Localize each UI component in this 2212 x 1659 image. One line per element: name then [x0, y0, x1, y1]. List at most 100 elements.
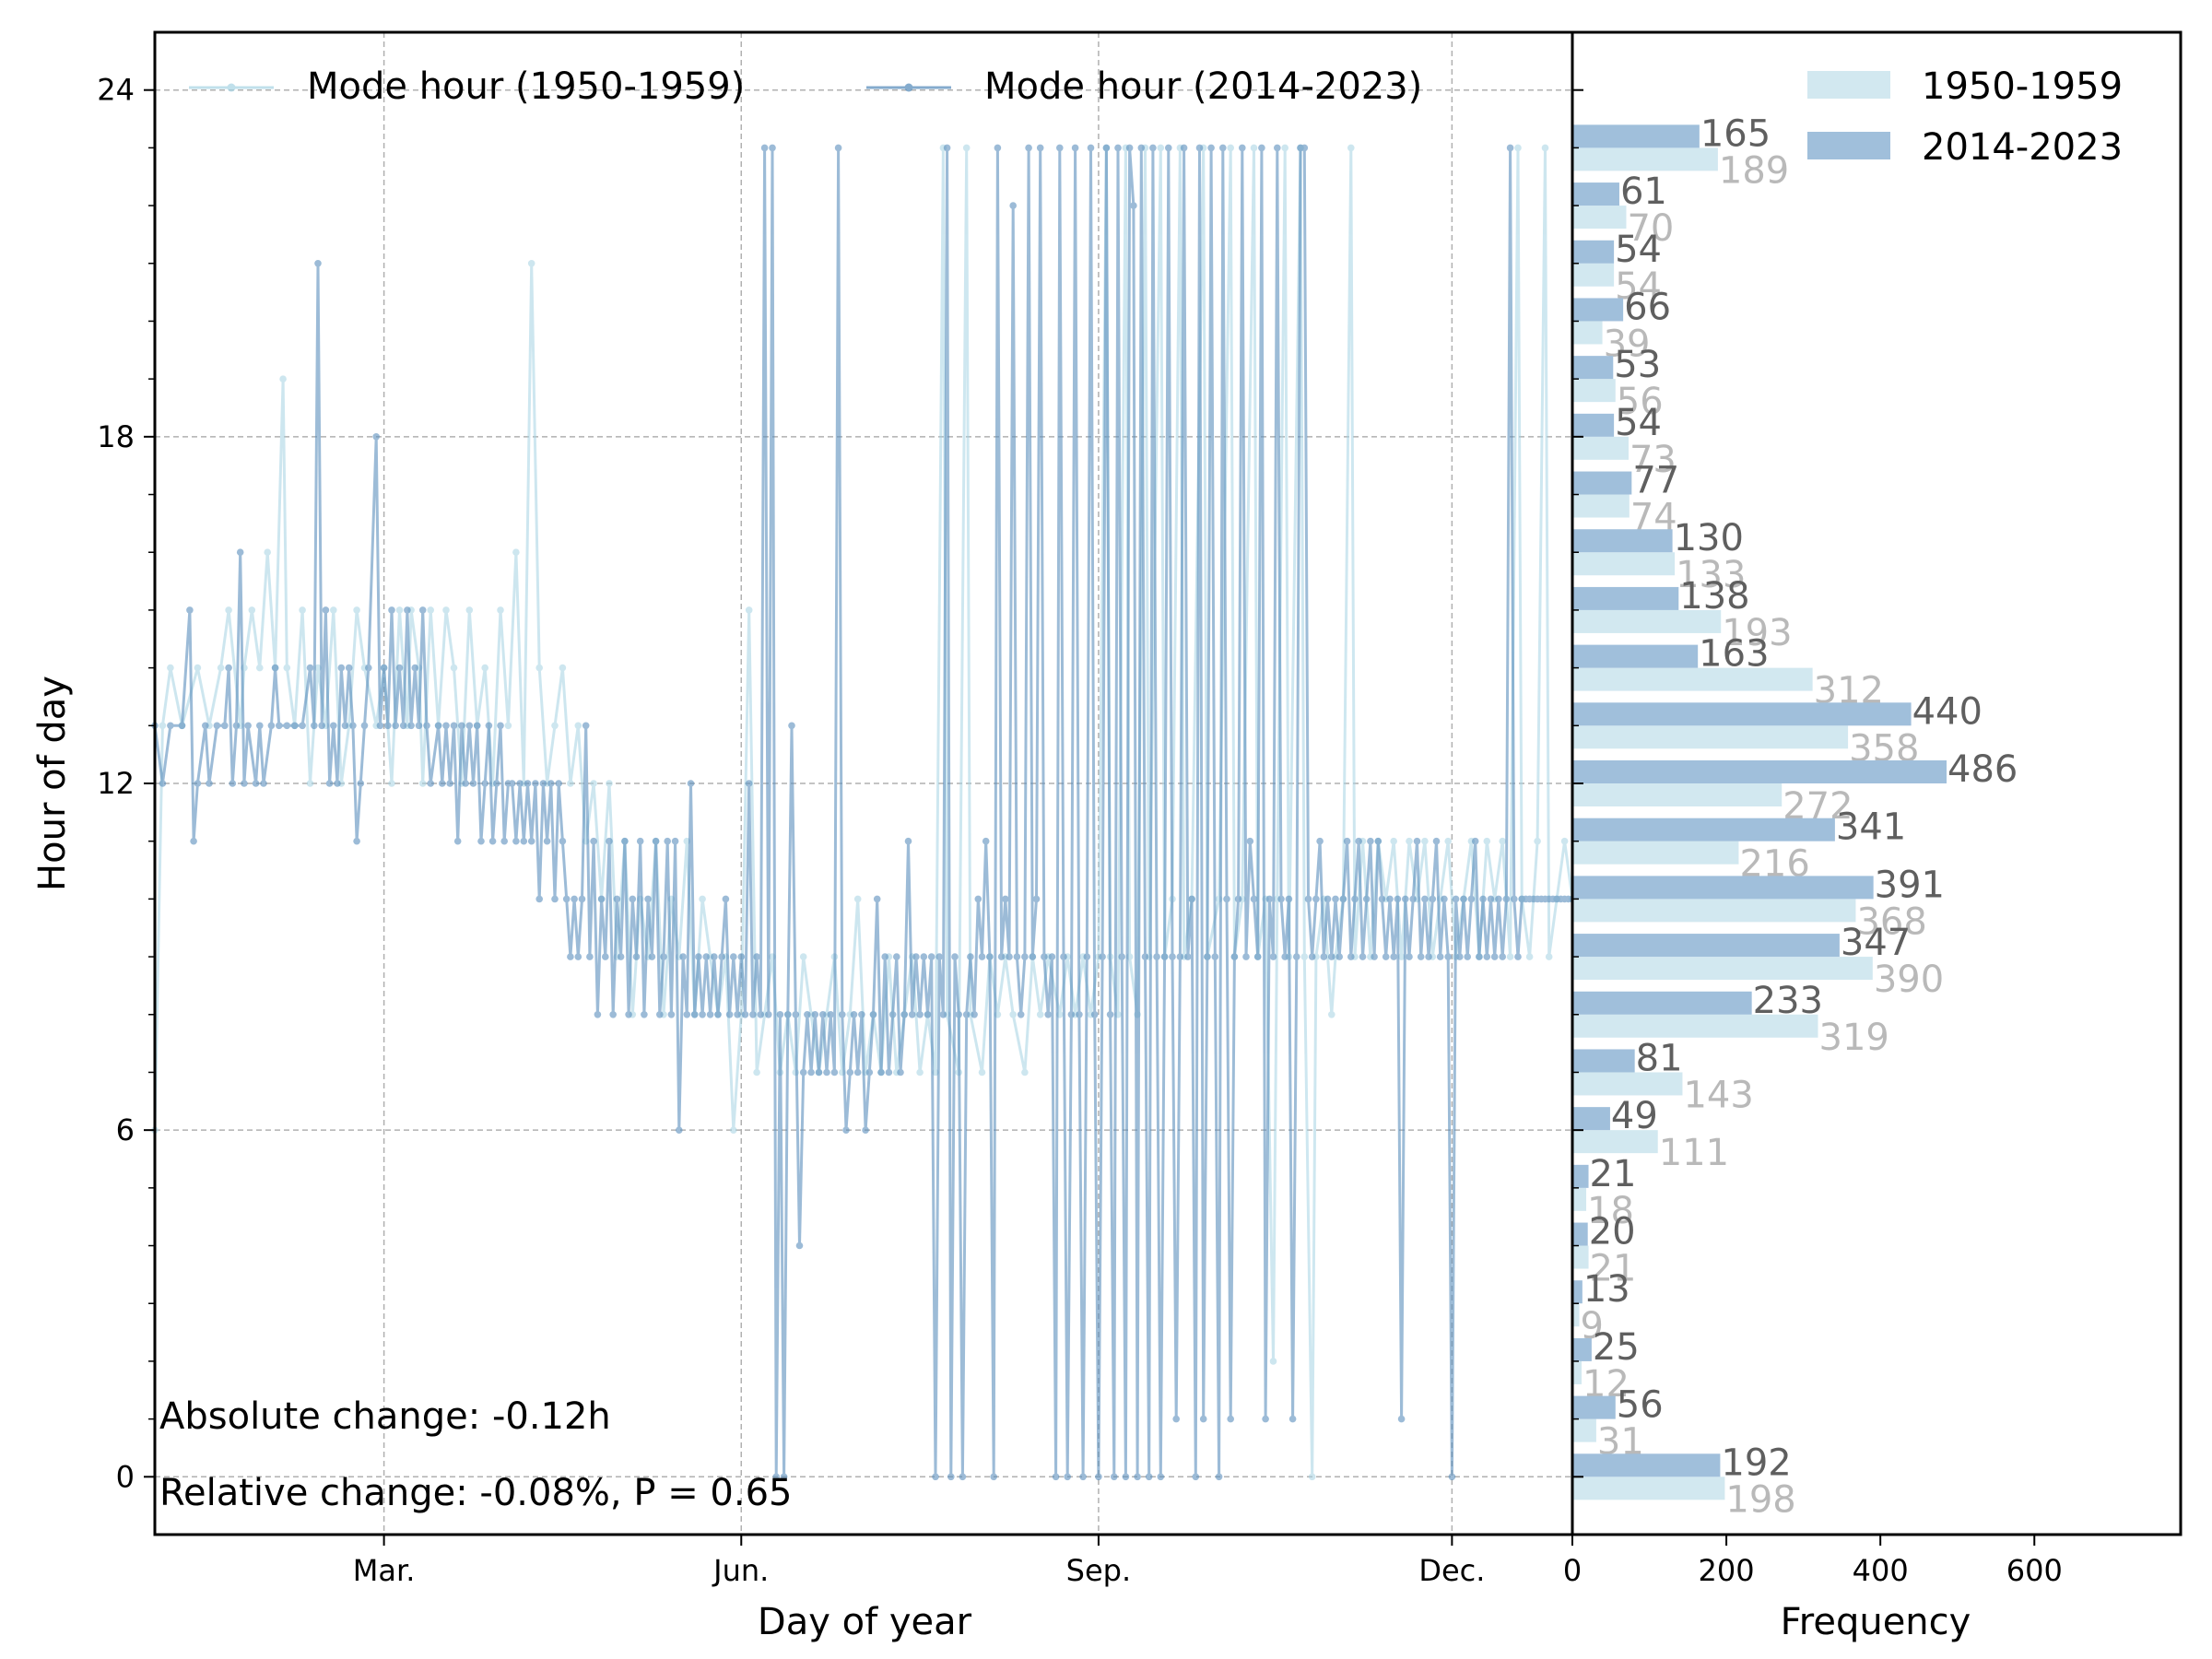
- data-point: [656, 1011, 664, 1018]
- data-point: [667, 1011, 676, 1018]
- bar-value-label-1950-1959: 133: [1676, 554, 1746, 596]
- bar-1950-1959: [1572, 1187, 1587, 1211]
- bar-1950-1959: [1572, 609, 1722, 633]
- data-point: [353, 606, 360, 614]
- data-point: [1534, 837, 1541, 845]
- data-point: [811, 1011, 819, 1018]
- data-point: [252, 780, 260, 787]
- data-point: [1444, 837, 1452, 845]
- bar-value-label-1950-1959: 368: [1856, 900, 1926, 943]
- data-point: [462, 780, 469, 787]
- data-point: [512, 548, 520, 556]
- bar-value-label-2014-2023: 20: [1589, 1211, 1636, 1253]
- bar-1950-1959: [1572, 725, 1849, 749]
- data-point: [1029, 953, 1037, 960]
- data-point: [1320, 953, 1328, 960]
- data-point: [1378, 895, 1386, 903]
- data-point: [1060, 953, 1067, 960]
- bar-2014-2023: [1572, 1049, 1635, 1073]
- bar-2014-2023: [1572, 934, 1840, 958]
- data-point: [186, 606, 194, 614]
- data-point: [1071, 144, 1079, 152]
- data-point: [1262, 1415, 1269, 1423]
- data-point: [602, 953, 609, 960]
- data-point: [990, 1473, 997, 1481]
- data-point: [1339, 895, 1347, 903]
- data-point: [418, 606, 427, 614]
- data-point: [815, 1068, 823, 1077]
- data-point: [1281, 953, 1288, 960]
- data-point: [527, 260, 535, 267]
- data-point: [679, 953, 687, 960]
- data-point: [1067, 1011, 1076, 1018]
- data-point: [524, 780, 532, 787]
- bar-value-label-1950-1959: 193: [1722, 612, 1792, 654]
- bar-2014-2023: [1572, 124, 1700, 148]
- data-point: [1436, 953, 1444, 960]
- data-point: [1253, 953, 1262, 960]
- line-chart-axes: Mar. Jun. Sep. Dec. 0 6 12 18 24: [97, 73, 1485, 1588]
- data-point: [547, 780, 555, 787]
- data-point: [551, 895, 559, 903]
- data-point: [1274, 144, 1281, 152]
- data-point: [939, 1011, 947, 1018]
- data-point: [1036, 1011, 1044, 1018]
- data-point: [1281, 144, 1288, 152]
- data-point: [1044, 1011, 1052, 1018]
- data-point: [1118, 953, 1125, 960]
- data-point: [1499, 953, 1506, 960]
- bar-x-tick-label: 200: [1699, 1553, 1755, 1588]
- data-point: [869, 1011, 877, 1018]
- data-point: [955, 1011, 962, 1018]
- bar-value-label-2014-2023: 440: [1912, 690, 1983, 733]
- data-point: [574, 722, 582, 730]
- data-point: [404, 606, 411, 614]
- data-point: [741, 1011, 749, 1018]
- data-point: [314, 260, 322, 267]
- data-point: [260, 780, 267, 787]
- data-point: [290, 722, 299, 730]
- bar-2014-2023: [1572, 1453, 1721, 1477]
- data-point: [1495, 895, 1502, 903]
- legend-label: 2014-2023: [1922, 126, 2123, 169]
- data-point: [1036, 144, 1044, 152]
- data-point: [1367, 837, 1374, 845]
- data-point: [1300, 953, 1309, 960]
- data-point: [1021, 953, 1029, 960]
- data-point: [1204, 953, 1211, 960]
- data-point: [248, 606, 256, 614]
- bar-1950-1959: [1572, 436, 1629, 460]
- data-point: [730, 1126, 737, 1134]
- data-point: [159, 780, 167, 787]
- bar-1950-1959: [1572, 899, 1856, 923]
- data-point: [380, 664, 388, 672]
- bar-chart-legend: 1950-1959 2014-2023: [1807, 65, 2123, 169]
- bar-value-label-2014-2023: 53: [1614, 344, 1661, 386]
- data-point: [1483, 953, 1491, 960]
- data-point: [1149, 144, 1157, 152]
- data-point: [1172, 1415, 1180, 1423]
- x-tick-label: Dec.: [1418, 1553, 1485, 1588]
- line-chart-grid: [155, 32, 1572, 1535]
- data-point: [271, 664, 279, 672]
- data-point: [1382, 953, 1390, 960]
- data-point: [535, 664, 543, 672]
- data-point: [951, 953, 959, 960]
- data-point: [1269, 1358, 1277, 1365]
- bar-2014-2023: [1572, 991, 1752, 1015]
- data-point: [1560, 837, 1569, 845]
- bar-value-label-1950-1959: 18: [1587, 1190, 1634, 1232]
- data-point: [1125, 144, 1134, 152]
- data-point: [590, 837, 597, 845]
- data-point: [567, 780, 574, 787]
- bar-2014-2023: [1572, 1337, 1592, 1361]
- data-point: [959, 1473, 967, 1481]
- data-point: [345, 664, 353, 672]
- data-point: [458, 722, 465, 730]
- data-point: [1293, 953, 1300, 960]
- line-chart-legend: Mode hour (1950-1959) Mode hour (2014-202…: [189, 65, 1422, 108]
- data-point: [488, 837, 497, 845]
- bar-value-label-2014-2023: 49: [1611, 1095, 1658, 1137]
- data-point: [1083, 953, 1091, 960]
- data-point: [1514, 144, 1522, 152]
